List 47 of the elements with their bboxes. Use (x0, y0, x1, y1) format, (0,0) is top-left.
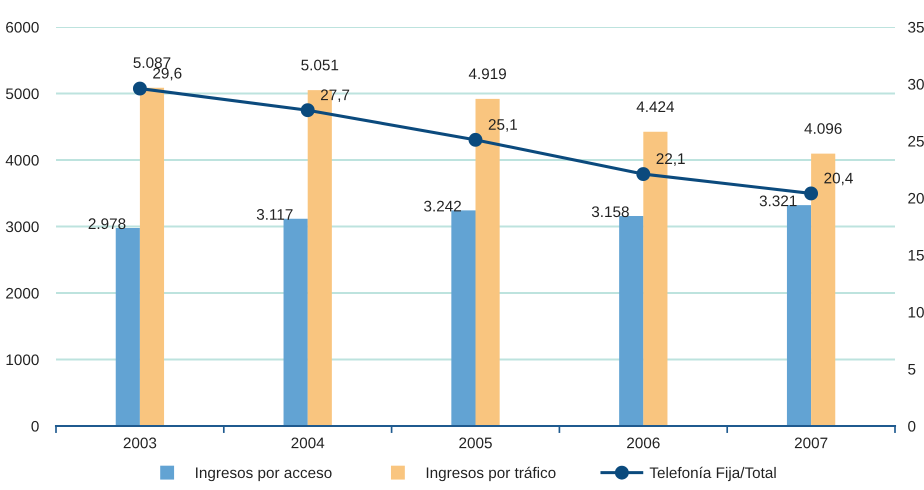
y2-tick-label: 5 (908, 364, 916, 375)
data-label: 3.242 (424, 200, 461, 212)
bar (284, 218, 308, 426)
y-tick-label: 5000 (6, 88, 39, 100)
y-tick-label: 0 (31, 420, 39, 432)
bar (140, 88, 164, 426)
point (468, 132, 482, 147)
data-label: 4.919 (468, 68, 506, 80)
x-tick-label: 2004 (291, 438, 324, 448)
x-tick-label: 2005 (459, 438, 492, 448)
point (132, 82, 147, 96)
data-label: 27,7 (320, 89, 350, 102)
y2-tick-label: 0 (908, 420, 916, 432)
y-tick-label: 6000 (6, 22, 39, 33)
bar (786, 205, 812, 426)
legend-label: Ingresos por acceso (196, 467, 332, 482)
data-label: 3.158 (592, 206, 629, 218)
data-label: 29,6 (153, 68, 182, 80)
point (300, 103, 315, 118)
x-tick-label: 2003 (124, 438, 156, 448)
y2-tick-label: 15 (908, 250, 924, 261)
point (804, 186, 818, 200)
data-label: 4.424 (636, 101, 674, 112)
y-tick-label: 3000 (6, 221, 39, 232)
data-label: 5.051 (301, 60, 338, 70)
y2-tick-label: 10 (908, 306, 924, 318)
data-label: 2.978 (88, 218, 126, 230)
bar (116, 228, 140, 426)
data-label: 3.321 (760, 195, 797, 206)
data-label: 4.096 (804, 123, 842, 134)
point (636, 167, 650, 182)
x-tick-label: 2006 (627, 438, 660, 448)
bar (619, 216, 644, 426)
data-label: 3.117 (256, 209, 293, 220)
x-tick-label: 2007 (794, 438, 828, 448)
y2-tick-label: 25 (908, 136, 924, 147)
data-label: 5.087 (133, 57, 170, 68)
data-label: 22,1 (656, 153, 685, 166)
y-tick-label: 2000 (6, 288, 39, 299)
legend-label: Ingresos por tráfico (426, 466, 556, 482)
y2-tick-label: 30 (908, 78, 924, 90)
y-tick-label: 1000 (6, 354, 39, 366)
y2-tick-label: 35 (908, 22, 924, 33)
y2-tick-label: 20 (908, 192, 924, 204)
y-tick-label: 4000 (6, 154, 39, 166)
legend-label: Telefonía Fija/Total (650, 466, 776, 482)
bar (451, 210, 476, 426)
